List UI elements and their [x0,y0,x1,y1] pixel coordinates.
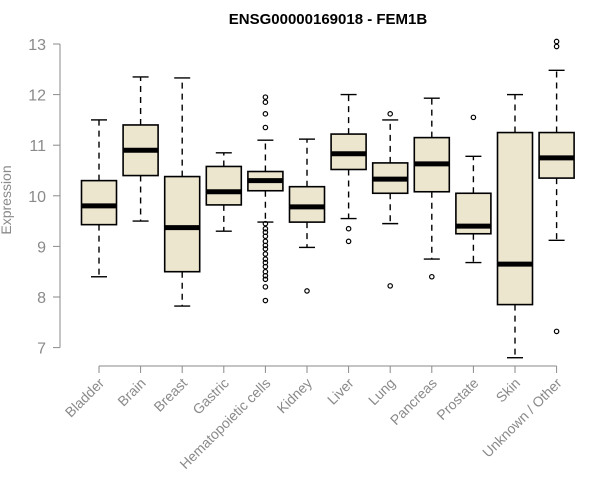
outlier-point [262,272,269,279]
outlier-point [262,263,269,270]
outlier-point [262,124,269,131]
outlier-point [387,111,394,117]
x-tick-label: Skin [493,375,524,406]
y-tick-label: 11 [29,138,46,155]
box-brain [122,76,159,222]
outlier-point [262,94,269,100]
outlier-point [262,242,269,249]
x-tick-label: Prostate [433,375,481,423]
iqr-box [496,131,534,306]
x-tick-label: Liver [324,375,357,408]
outlier-point [262,297,269,304]
outlier-point [262,220,269,227]
outlier-point [262,233,269,240]
outlier-point [553,43,560,50]
outlier-point [470,114,477,121]
iqr-box [538,131,575,179]
x-tick-label: Unknown / Other [479,375,565,461]
outlier-point [262,251,269,257]
box-gastric [205,152,243,232]
box-skin [496,93,534,359]
y-tick-label: 10 [28,189,46,206]
y-tick-label: 13 [28,37,46,54]
iqr-box [205,165,243,206]
iqr-box [163,175,201,273]
y-tick-label: 8 [37,290,46,307]
y-axis-label: Expression [0,165,14,234]
iqr-box [80,179,118,226]
outlier-point [262,246,269,252]
box-series [80,38,575,359]
x-tick-label: Brain [114,375,148,409]
outlier-point [553,38,560,45]
x-tick-label: Breast [150,375,190,415]
outlier-point [262,99,269,105]
box-bladder [80,119,118,278]
box-kidney [288,138,326,294]
y-tick-label: 7 [37,341,46,358]
outlier-point [262,225,269,232]
box-prostate [455,114,492,264]
box-hematopoietic-cells [247,94,284,304]
y-tick-label: 9 [37,239,46,256]
y-axis: 7 8 9 10 11 12 13 [28,37,61,358]
iqr-box [288,185,326,223]
outlier-point [553,328,560,335]
x-tick-label: Bladder [62,375,108,421]
outlier-point [387,283,394,289]
outlier-point [262,284,269,290]
box-unknown-other [538,38,575,335]
outlier-point [304,288,310,294]
box-liver [330,93,367,245]
box-pancreas [413,97,451,280]
x-tick-label: Lung [365,375,398,408]
outlier-point [345,238,352,245]
x-tick-label: Kidney [274,375,316,417]
outlier-point [262,111,269,117]
outlier-point [262,256,269,262]
outlier-point [345,225,352,232]
box-lung [371,111,409,289]
outlier-point [428,273,435,280]
box-breast [163,77,201,307]
y-tick-label: 12 [28,88,46,105]
outlier-point [262,276,269,283]
chart-title: ENSG00000169018 - FEM1B [229,11,428,28]
